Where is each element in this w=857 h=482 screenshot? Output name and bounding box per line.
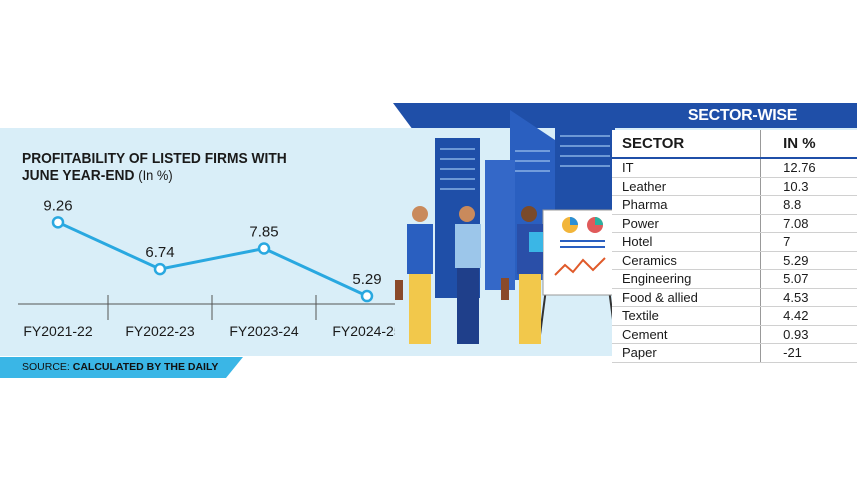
sector-column-header: SECTOR — [612, 130, 761, 159]
sector-cell: Paper — [612, 343, 761, 363]
sector-cell: Textile — [612, 306, 761, 326]
value-cell: 4.53 — [760, 288, 857, 307]
person-right-icon — [517, 206, 543, 344]
table-row: Paper -21 — [612, 343, 857, 363]
table-row: Pharma 8.8 — [612, 195, 857, 215]
x-tick-label: FY2023-24 — [229, 323, 298, 339]
data-label: 6.74 — [145, 244, 174, 261]
sector-cell: Power — [612, 214, 761, 233]
sector-cell: Engineering — [612, 269, 761, 289]
sector-cell: Food & allied — [612, 288, 761, 307]
person-middle-icon — [455, 206, 509, 344]
value-cell: 12.76 — [760, 158, 857, 178]
sector-cell: Hotel — [612, 232, 761, 252]
chart-title: PROFITABILITY OF LISTED FIRMS WITH JUNE … — [22, 150, 298, 184]
data-label: 7.85 — [249, 224, 278, 241]
x-tick-label: FY2021-22 — [23, 323, 92, 339]
table-row: IT 12.76 — [612, 158, 857, 178]
data-point — [257, 242, 271, 255]
data-label: 9.26 — [43, 197, 72, 214]
table-title: SECTOR-WISE PROFITABILITY — [685, 107, 801, 148]
table-header-row: SECTOR IN % — [612, 130, 857, 159]
value-cell: 0.93 — [760, 325, 857, 344]
sector-cell: Cement — [612, 325, 761, 344]
business-people-illustration — [395, 110, 620, 344]
chart-title-unit: (In %) — [138, 167, 173, 183]
source-label: SOURCE: — [22, 361, 70, 373]
value-cell: 7 — [760, 232, 857, 252]
series-line — [57, 220, 368, 298]
sector-cell: IT — [612, 158, 761, 178]
data-point — [51, 216, 65, 229]
table-row: Textile 4.42 — [612, 306, 857, 326]
sector-cell: Leather — [612, 177, 761, 196]
data-label: 5.29 — [352, 271, 381, 288]
table-row: Ceramics 5.29 — [612, 251, 857, 270]
value-cell: 8.8 — [760, 195, 857, 215]
value-cell: -21 — [760, 343, 857, 363]
table-row: Hotel 7 — [612, 232, 857, 252]
x-tick-label: FY2024-25 — [332, 323, 395, 339]
sector-cell: Ceramics — [612, 251, 761, 270]
data-point — [153, 262, 167, 276]
x-tick-label: FY2022-23 — [125, 323, 194, 339]
table-row: Leather 10.3 — [612, 177, 857, 196]
line-chart: 9.26 FY2021-22 6.74 FY2022-23 7.85 FY2023-24 5… — [18, 197, 395, 339]
data-point — [360, 289, 374, 303]
value-cell: 10.3 — [760, 177, 857, 196]
table-row: Food & allied 4.53 — [612, 288, 857, 307]
person-left-icon — [395, 206, 433, 344]
value-cell: 7.08 — [760, 214, 857, 233]
sector-table: SECTOR IN % IT 12.76 Leather 10.3 Pharma 8.8 P… — [612, 130, 857, 363]
value-cell: 4.42 — [760, 306, 857, 326]
value-cell: 5.29 — [760, 251, 857, 270]
table-row: Cement 0.93 — [612, 325, 857, 344]
source-text: CALCULATED BY THE DAILY STAR — [22, 361, 219, 394]
table-row: Engineering 5.07 — [612, 269, 857, 289]
chart-title-main: PROFITABILITY OF LISTED FIRMS WITH JUNE … — [22, 150, 287, 184]
percent-column-header: IN % — [760, 130, 857, 159]
presentation-board-icon — [539, 209, 620, 336]
value-cell: 5.07 — [760, 269, 857, 289]
sector-cell: Pharma — [612, 195, 761, 215]
source-note: SOURCE: CALCULATED BY THE DAILY STAR — [0, 357, 243, 378]
table-row: Power 7.08 — [612, 214, 857, 233]
table-header-banner — [393, 103, 857, 128]
